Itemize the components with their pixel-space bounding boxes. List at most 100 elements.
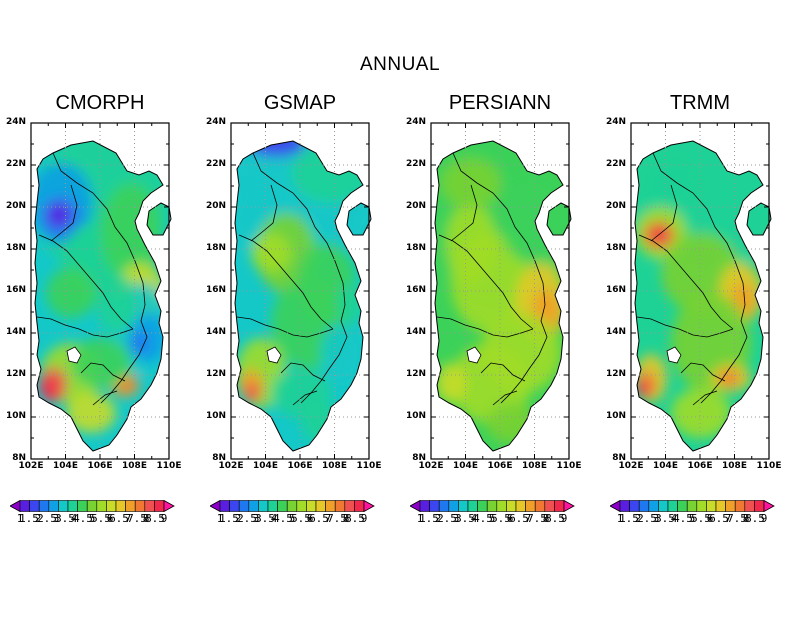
panel-trmm: TRMM 24N 22N 20N 18N 16N 14N 12N 10N 8N 102E 104E 10… [600, 92, 800, 532]
colorbar-label: 3.5 [55, 512, 75, 525]
colorbar-label: 1 [616, 512, 624, 525]
hainan-coastline [346, 202, 372, 236]
country-border [638, 234, 734, 330]
colorbar-min-arrow [610, 500, 621, 512]
colorbar-label: 7 [124, 512, 132, 525]
country-border [680, 362, 726, 382]
colorbar-segment [486, 500, 498, 512]
y-tick-label: 24N [605, 117, 626, 127]
country-border [438, 234, 534, 330]
colorbar-max-arrow [363, 500, 375, 512]
map-plot [630, 122, 772, 460]
colorbar-label: 9 [560, 512, 568, 525]
colorbar-label: 4.5 [673, 512, 693, 525]
colorbar-segment [638, 500, 650, 512]
y-tick-label: 22N [5, 159, 26, 169]
colorbar-segment [125, 500, 136, 512]
colorbar-segment [734, 500, 746, 512]
colorbar-label: 5.5 [691, 512, 711, 525]
country-border [492, 390, 518, 406]
colorbar-segment [419, 500, 430, 512]
y-tick-label: 20N [605, 201, 626, 211]
x-tick-label: 106E [287, 461, 313, 471]
colorbar-segment [296, 500, 307, 512]
colorbar-label: 9 [760, 512, 768, 525]
colorbar-segment [86, 500, 98, 512]
y-tick-label: 16N [605, 285, 626, 295]
colorbar-label: 2 [234, 512, 242, 525]
colorbar-segment [344, 500, 355, 512]
colorbar-segment [248, 500, 259, 512]
x-tick-label: 110E [756, 461, 782, 471]
colorbar-segment [715, 500, 726, 512]
colorbar-segment [544, 500, 555, 512]
colorbar-label: 8.5 [545, 512, 565, 525]
colorbar-segment [496, 500, 507, 512]
colorbar-label: 8 [742, 512, 750, 525]
colorbar-segment [629, 500, 640, 512]
x-tick-label: 110E [556, 461, 582, 471]
panel-title: TRMM [670, 92, 730, 114]
country-border [80, 362, 126, 382]
y-tick-label: 10N [605, 411, 626, 421]
colorbar-segment [686, 500, 698, 512]
colorbar-segment [306, 500, 317, 512]
colorbar-max-arrow [563, 500, 575, 512]
colorbar-label: 3 [52, 512, 60, 525]
colorbar-segment [286, 500, 298, 512]
colorbar-segment [754, 500, 765, 512]
colorbar-segment [515, 500, 526, 512]
colorbar-label: 4.5 [73, 512, 93, 525]
country-border [650, 184, 678, 242]
colorbar-segment [58, 500, 69, 512]
coastline [34, 140, 164, 452]
country-border [652, 152, 748, 404]
colorbar-segment [619, 500, 630, 512]
colorbar-segment [525, 500, 536, 512]
x-tick-label: 108E [722, 461, 747, 471]
colorbar-label: 6 [306, 512, 314, 525]
colorbar-segment [315, 500, 326, 512]
colorbar [410, 500, 575, 512]
colorbar-label: 3.5 [455, 512, 475, 525]
colorbar-segment [267, 500, 278, 512]
colorbar-label: 4 [70, 512, 78, 525]
colorbar-label: 2.5 [37, 512, 57, 525]
colorbar-segment [696, 500, 707, 512]
colorbar-segment [648, 500, 659, 512]
colorbar-segment [29, 500, 40, 512]
y-tick-label: 18N [5, 243, 26, 253]
tonle-sap-lake [266, 346, 282, 364]
x-tick-label: 104E [53, 461, 78, 471]
colorbar-segment [96, 500, 107, 512]
colorbar-label: 6 [506, 512, 514, 525]
colorbar-label: 2.5 [437, 512, 457, 525]
y-tick-label: 14N [605, 327, 626, 337]
x-tick-label: 102E [218, 461, 244, 471]
colorbar-label: 7.5 [727, 512, 747, 525]
colorbar-label: 2.5 [637, 512, 657, 525]
colorbar-label: 1 [216, 512, 224, 525]
colorbar-segment [19, 500, 30, 512]
colorbar-segment [154, 500, 165, 512]
y-tick-label: 8N [212, 453, 226, 463]
map-plot [230, 122, 372, 460]
country-border [38, 234, 134, 330]
country-border [250, 184, 278, 242]
x-tick-label: 110E [356, 461, 382, 471]
colorbar-label: 1.5 [419, 512, 439, 525]
colorbar-label: 8.5 [345, 512, 365, 525]
country-border [480, 362, 526, 382]
colorbar-label: 4 [470, 512, 478, 525]
colorbar-label: 6 [106, 512, 114, 525]
country-border [292, 390, 318, 406]
colorbar-label: 6 [706, 512, 714, 525]
colorbar-label: 2 [434, 512, 442, 525]
colorbar-label: 6.5 [509, 512, 529, 525]
colorbar-segment [144, 500, 155, 512]
colorbar-segment [658, 500, 669, 512]
x-tick-label: 108E [122, 461, 147, 471]
y-tick-label: 22N [205, 159, 226, 169]
colorbar-segment [219, 500, 230, 512]
colorbar-label: 8 [542, 512, 550, 525]
